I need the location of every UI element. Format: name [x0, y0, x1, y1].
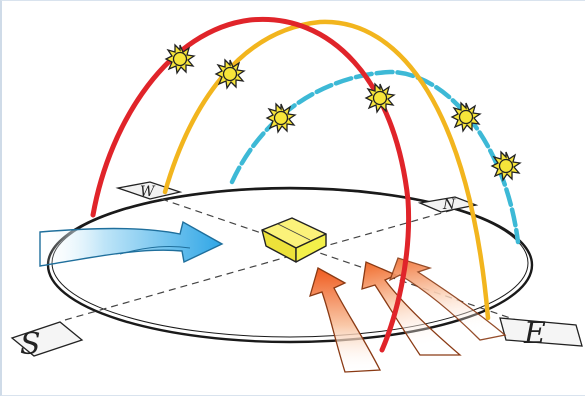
warm-wind-arrow-3 — [388, 257, 507, 341]
east-west-axis — [149, 194, 561, 336]
sun-icon — [165, 44, 195, 74]
sun-icon — [365, 83, 395, 113]
north-label: N — [442, 197, 456, 213]
equinox-sun-path — [162, 19, 491, 321]
warm-wind-arrow-1 — [309, 267, 382, 373]
summer-sun-path — [90, 16, 412, 353]
east-label: E — [523, 316, 546, 351]
cool-wind-arrow — [39, 220, 224, 267]
house-icon — [261, 217, 327, 263]
south-label: S — [20, 327, 41, 362]
west-label-tab: W — [115, 181, 183, 200]
sun-icon — [491, 151, 521, 181]
north-south-axis — [64, 204, 471, 321]
west-label: W — [140, 184, 156, 200]
east-label-tab: E — [499, 316, 583, 351]
sun-icon — [215, 59, 245, 89]
north-label-tab: N — [417, 196, 479, 213]
south-label-tab: S — [10, 321, 84, 362]
